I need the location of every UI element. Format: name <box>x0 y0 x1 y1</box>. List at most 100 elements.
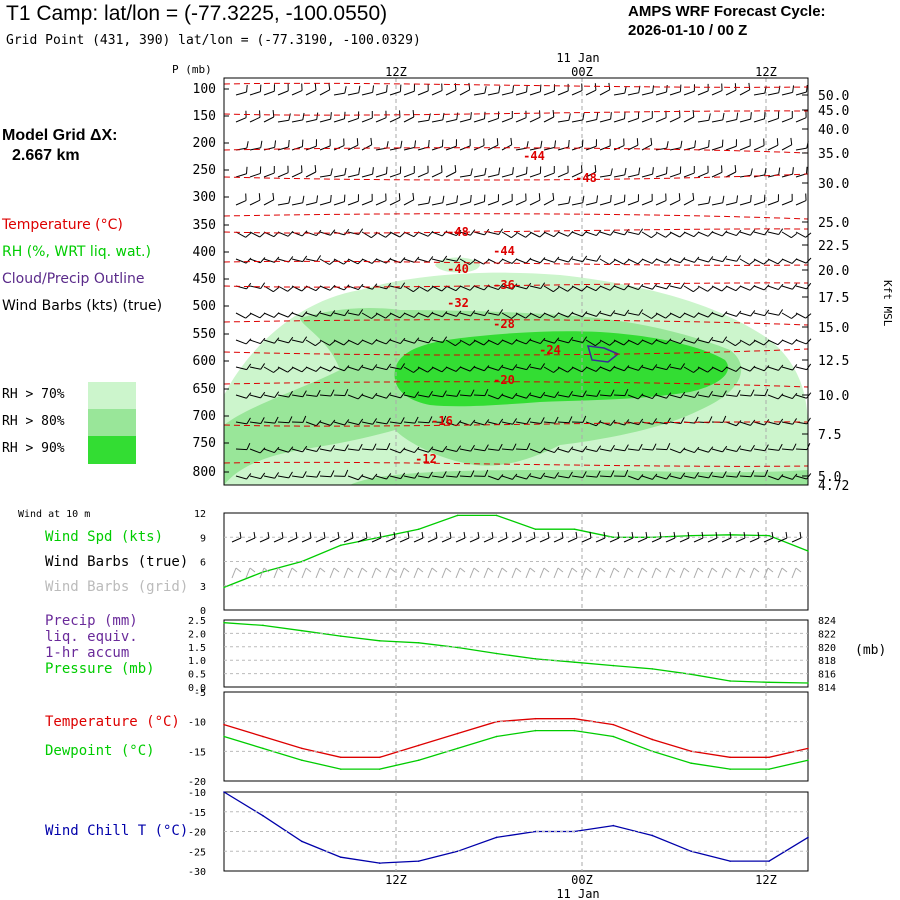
wind-barb <box>543 166 555 178</box>
wind-barb-flag <box>463 531 466 539</box>
wind-barb <box>487 443 503 451</box>
wind-barb <box>319 470 335 478</box>
wind-barb-flag <box>428 336 434 344</box>
wind-barb-shaft <box>781 285 793 290</box>
altitude-tick-label: 25.0 <box>818 216 849 231</box>
wind-barb <box>445 339 462 347</box>
wind-barb <box>333 365 350 372</box>
data-point <box>729 756 731 759</box>
isotherm-label: -20 <box>493 373 515 387</box>
wind-barb-shaft <box>641 366 653 371</box>
wind-barb-flag <box>596 255 602 262</box>
wind-barb-shaft <box>347 421 359 426</box>
wind-barb-flag <box>356 138 359 146</box>
wind-barb <box>753 444 769 452</box>
wind-barb-shaft <box>795 394 807 399</box>
isotherm-line <box>223 319 809 326</box>
wind-barb-flag <box>666 84 668 93</box>
wind-barb-shaft <box>641 285 653 290</box>
wind-barb-shaft <box>613 285 625 291</box>
wind-barb-shaft <box>767 200 779 206</box>
wind-barb-flag <box>750 470 755 477</box>
wind-barb <box>445 255 462 262</box>
wind-barb <box>753 309 770 317</box>
wind-barb <box>627 258 644 265</box>
wind-barb <box>683 231 700 238</box>
wind-barb-shaft <box>753 312 765 317</box>
pressure-tick-label: 800 <box>193 465 216 480</box>
wind-barb <box>473 86 487 96</box>
wind-barb <box>319 138 331 151</box>
wind-barb-shaft <box>515 231 526 238</box>
wind-barb-shaft <box>487 144 499 151</box>
wind-barb <box>739 284 756 291</box>
wind-barb <box>319 82 331 96</box>
wind-barb-flag <box>805 338 812 345</box>
wind-barb-flag <box>512 473 518 480</box>
wind-barb <box>347 228 364 235</box>
wind-barb-flag <box>610 444 615 452</box>
wind-barb-shaft <box>669 366 681 370</box>
wind-barb-shaft <box>473 174 485 178</box>
wind-barb-flag <box>582 471 587 478</box>
wind-barb <box>249 84 262 96</box>
wind-barb <box>697 256 714 263</box>
wind-barb <box>543 285 560 293</box>
wind-barb <box>389 84 402 96</box>
wind-barb <box>473 138 485 151</box>
wind-barb-shaft <box>781 421 793 425</box>
wind-barb <box>711 83 723 96</box>
wind-barb-flag <box>665 232 672 238</box>
wind-barb-shaft <box>613 394 626 397</box>
wind-barb-flag <box>412 192 415 200</box>
wind-barb-shaft <box>515 339 527 345</box>
wind-barb-shaft <box>683 116 695 123</box>
wind-barb-flag <box>526 442 531 450</box>
isotherm-line <box>223 461 809 467</box>
wind-barb-shaft <box>529 172 541 178</box>
series-line-temperature-c- <box>223 718 809 758</box>
wind-barb <box>487 283 504 291</box>
wind-barb <box>725 112 739 123</box>
wind-barb-flag <box>623 365 630 372</box>
data-point <box>573 717 576 720</box>
wind-barb-flag <box>645 531 648 539</box>
wind-barb-flag <box>666 141 669 149</box>
wind-barb <box>249 257 266 264</box>
wind-barb-shaft <box>529 116 541 123</box>
wind-barb <box>571 230 588 237</box>
wind-barb-flag <box>581 230 588 237</box>
wind-barb <box>473 419 490 426</box>
wind-barb-flag <box>498 283 504 290</box>
wind-barb <box>263 166 275 178</box>
wind-barb <box>599 444 615 452</box>
wind-barb-flag <box>659 531 662 539</box>
wind-barb <box>431 415 447 423</box>
wind-barb-shaft <box>315 567 321 579</box>
wind-barb <box>795 110 807 123</box>
wind-barb-shaft <box>529 231 541 238</box>
wind-barb <box>263 472 280 479</box>
wind-barb-flag <box>739 567 746 573</box>
wind-barb-flag <box>708 139 710 148</box>
wind-barb-true <box>413 531 424 543</box>
wind-barb-shaft <box>795 117 807 123</box>
wind-barb-flag <box>763 259 770 265</box>
wind-barb-flag <box>386 363 392 370</box>
wind-barb-shaft <box>697 119 709 123</box>
wind-barb-shaft <box>403 258 415 263</box>
wind-barb-shaft <box>641 394 653 400</box>
wind-barb <box>557 230 574 237</box>
wind-barb-shaft <box>781 173 793 178</box>
wind-barb-true <box>539 531 550 543</box>
wind-barb-shaft <box>291 339 303 343</box>
wind-barb-flag <box>333 567 340 573</box>
rh80-swatch <box>88 409 136 436</box>
wind-barb-shaft <box>375 366 387 371</box>
wind-barb <box>277 336 294 344</box>
data-point <box>690 850 692 853</box>
wind-barb-flag <box>603 531 606 539</box>
wind-barb-flag <box>260 417 265 424</box>
wind-barb-shaft <box>347 174 359 178</box>
wind-barb-shaft <box>683 231 695 238</box>
